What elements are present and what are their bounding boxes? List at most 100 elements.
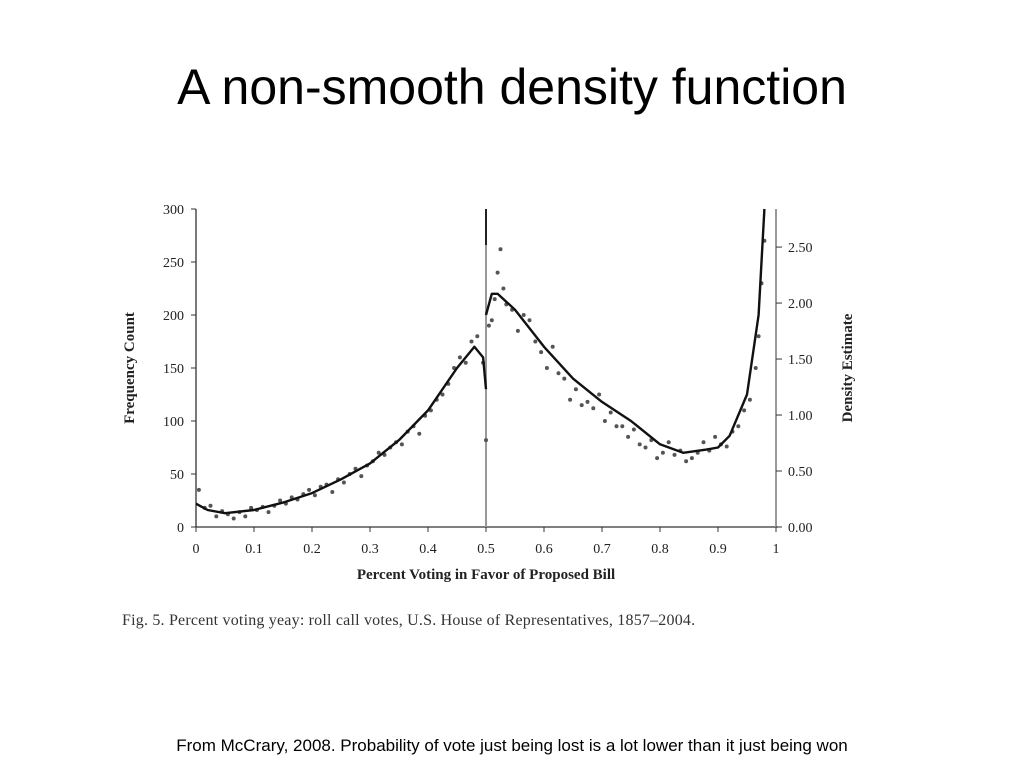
x-tick-label: 0.9 xyxy=(709,542,727,557)
figure-caption: Fig. 5. Percent voting yeay: roll call v… xyxy=(122,612,696,629)
data-point xyxy=(521,313,526,317)
data-point xyxy=(701,440,706,445)
data-point xyxy=(330,490,335,495)
data-point xyxy=(556,371,561,376)
x-tick-label: 0.3 xyxy=(361,542,379,557)
data-point xyxy=(498,247,503,252)
data-point xyxy=(243,514,248,519)
data-point xyxy=(457,355,462,360)
y-axis-label: Frequency Count xyxy=(122,312,138,424)
data-point xyxy=(573,387,578,392)
data-point xyxy=(724,444,729,449)
data-point xyxy=(539,350,544,355)
fitted-density-lines xyxy=(195,208,766,515)
y-right-tick-label: 0.00 xyxy=(788,521,813,536)
x-tick-label: 0.5 xyxy=(477,542,495,557)
x-tick-label: 0.8 xyxy=(651,542,669,557)
data-point xyxy=(527,318,532,323)
data-point xyxy=(533,339,538,344)
slide-title: A non-smooth density function xyxy=(177,59,847,115)
y-right-tick-label: 1.00 xyxy=(788,409,813,424)
data-point xyxy=(278,498,283,503)
y-tick-label: 50 xyxy=(170,468,184,483)
data-point xyxy=(614,424,619,429)
data-point xyxy=(585,399,590,404)
data-point xyxy=(637,442,642,447)
data-point xyxy=(495,270,500,275)
slide-footnote: From McCrary, 2008. Probability of vote … xyxy=(176,736,848,755)
data-point xyxy=(753,366,758,370)
data-point xyxy=(440,392,445,397)
data-point xyxy=(660,450,665,455)
data-point xyxy=(489,318,494,323)
x-tick-label: 0.7 xyxy=(593,542,611,557)
data-point xyxy=(208,503,213,508)
data-point xyxy=(591,406,596,411)
x-tick-label: 0.1 xyxy=(245,542,263,557)
y-right-tick-label: 2.00 xyxy=(788,297,813,312)
data-point xyxy=(376,450,381,455)
x-tick-label: 0.4 xyxy=(419,542,437,557)
data-point xyxy=(501,286,506,291)
x-tick-label: 1 xyxy=(773,542,780,557)
data-point xyxy=(620,424,625,429)
data-point xyxy=(568,397,573,402)
data-point xyxy=(486,323,491,328)
fit-line-right xyxy=(484,208,766,454)
data-point xyxy=(666,440,671,445)
x-tick-label: 0 xyxy=(193,542,200,557)
y-right-tick-label: 0.50 xyxy=(788,465,813,480)
data-point xyxy=(597,392,602,397)
data-point xyxy=(231,516,236,521)
data-point xyxy=(713,434,718,439)
data-point xyxy=(214,514,219,519)
y-tick-label: 100 xyxy=(163,415,184,430)
data-point xyxy=(736,424,741,429)
data-point xyxy=(492,297,497,302)
data-point xyxy=(608,410,613,415)
x-tick-label: 0.2 xyxy=(303,542,321,557)
data-point xyxy=(475,334,480,339)
data-point xyxy=(469,339,474,344)
data-point xyxy=(312,493,317,498)
data-point xyxy=(484,438,488,443)
data-point xyxy=(196,487,201,492)
data-point xyxy=(544,366,549,370)
data-point xyxy=(266,510,271,515)
x-axis-label: Percent Voting in Favor of Proposed Bill xyxy=(357,567,615,583)
data-point xyxy=(463,360,468,365)
data-point xyxy=(742,408,747,413)
data-point xyxy=(684,459,689,464)
data-point xyxy=(417,431,422,436)
data-point xyxy=(602,419,607,423)
y-tick-label: 200 xyxy=(163,309,184,324)
data-point xyxy=(359,474,364,479)
data-point xyxy=(643,445,648,450)
scatter-points xyxy=(196,238,767,521)
fit-line-left xyxy=(195,345,488,515)
data-point xyxy=(550,344,555,349)
data-point xyxy=(626,434,631,439)
data-point xyxy=(689,456,694,461)
data-point xyxy=(562,376,567,381)
data-point xyxy=(307,487,312,492)
data-point xyxy=(747,397,752,402)
y-tick-label: 0 xyxy=(177,521,184,536)
x-tick-label: 0.6 xyxy=(535,542,553,557)
data-point xyxy=(249,505,254,510)
y-right-tick-label: 2.50 xyxy=(788,241,813,256)
data-point xyxy=(756,334,761,339)
axes: 0 0.1 0.2 0.3 0.4 0.5 0.6 0.7 0.8 0.9 1 0 50 100 150 20… xyxy=(163,203,813,557)
data-point xyxy=(655,456,660,461)
y-right-tick-label: 1.50 xyxy=(788,353,813,368)
data-point xyxy=(341,480,346,485)
y-tick-label: 250 xyxy=(163,256,184,271)
data-point xyxy=(515,328,520,333)
data-point xyxy=(579,403,584,408)
data-point xyxy=(399,442,404,447)
y-axis-right-label: Density Estimate xyxy=(840,313,856,422)
data-point xyxy=(672,452,677,457)
density-chart: 0 0.1 0.2 0.3 0.4 0.5 0.6 0.7 0.8 0.9 1 0 50 100 150 20… xyxy=(122,203,856,583)
data-point xyxy=(631,427,636,432)
y-tick-label: 300 xyxy=(163,203,184,218)
